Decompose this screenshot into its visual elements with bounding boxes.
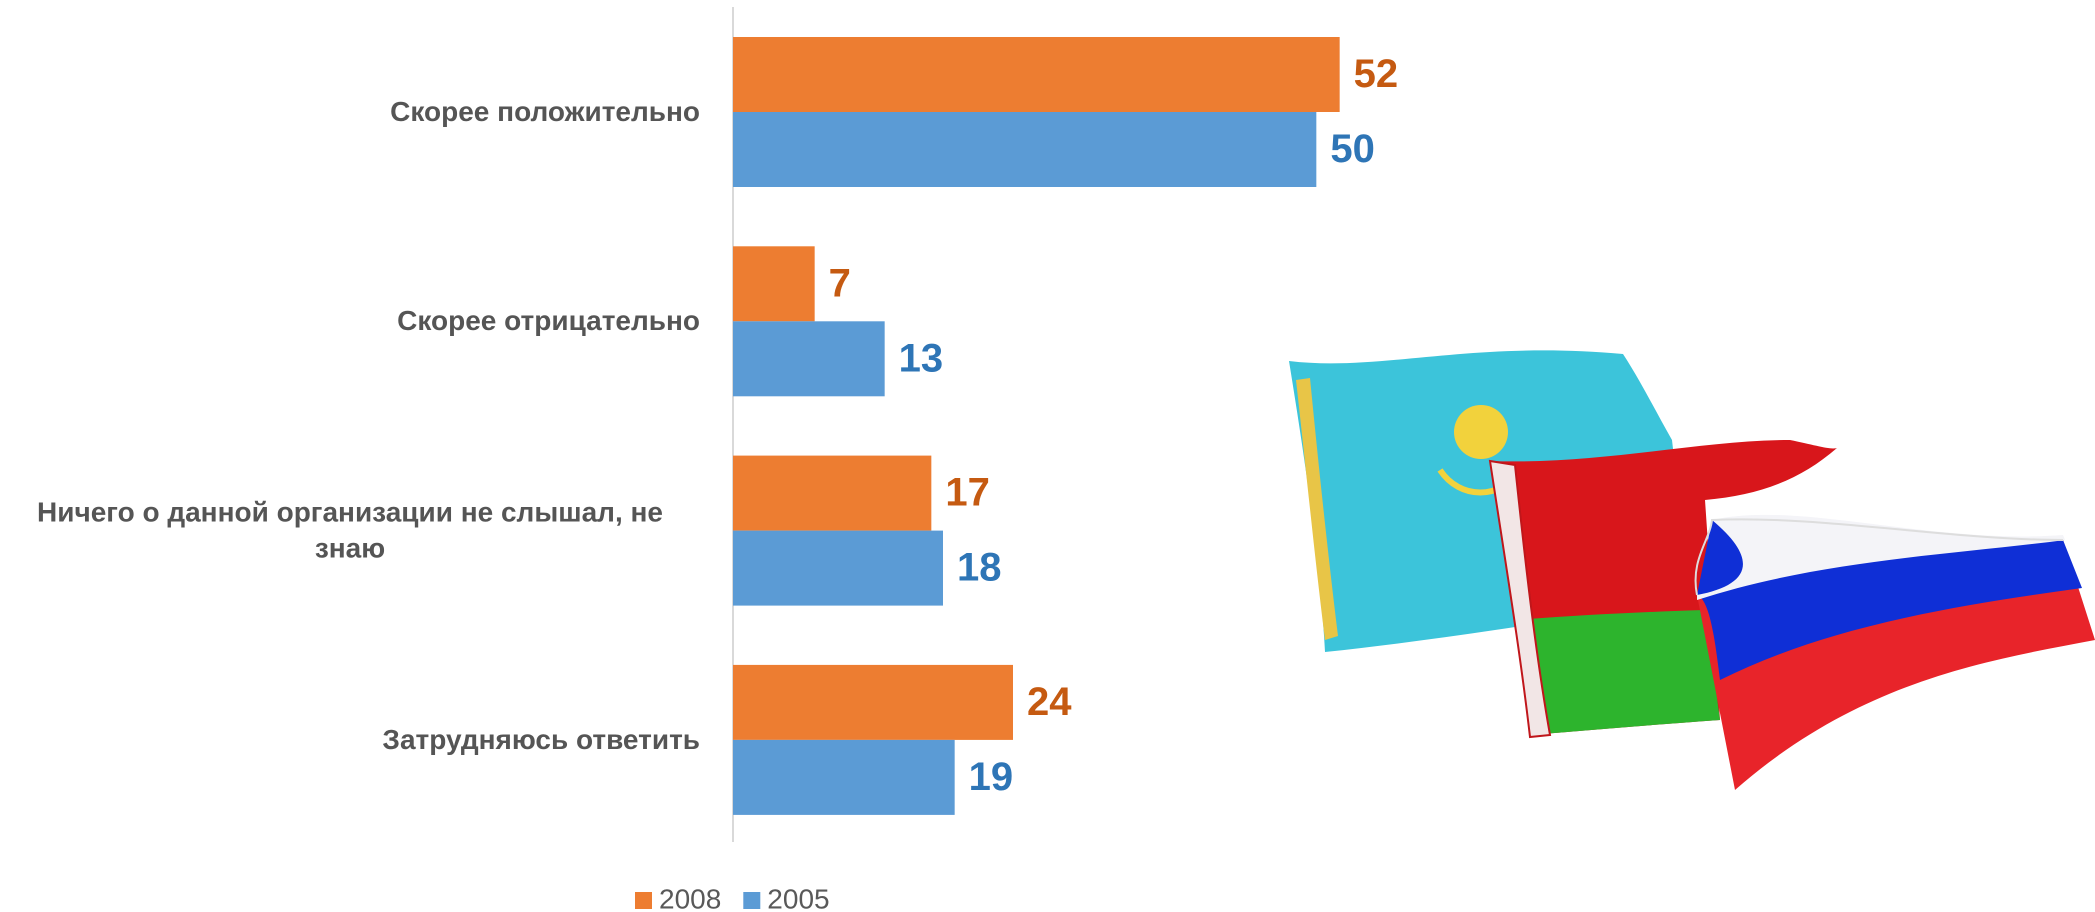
legend-swatch (743, 892, 761, 909)
bar (733, 37, 1340, 112)
data-label: 13 (899, 336, 944, 380)
y-tick-label: Скорее отрицательно (397, 305, 700, 337)
legend-swatch (635, 892, 652, 909)
data-label: 19 (969, 755, 1014, 799)
category-label-box: Скорее положительно (0, 94, 700, 130)
data-label: 17 (945, 471, 990, 515)
data-label: 7 (829, 261, 851, 305)
bar (733, 112, 1317, 187)
flags-illustration (1289, 350, 2095, 790)
flag-ornament (1488, 459, 1552, 739)
y-tick-label: Затрудняюсь ответить (382, 723, 700, 755)
belarus-flag-green (1515, 610, 1720, 735)
flag-sun (1454, 405, 1508, 459)
bar (733, 321, 885, 397)
bar (733, 530, 943, 606)
data-label: 52 (1354, 52, 1399, 96)
data-label: 50 (1330, 127, 1375, 171)
flag-ornament (1296, 378, 1338, 640)
bar (733, 739, 955, 815)
bar (733, 664, 1013, 740)
y-tick-label: Скорее положительно (390, 95, 700, 127)
legend-label: 2008 (659, 883, 721, 912)
category-label-box: Затрудняюсь ответить (0, 722, 700, 758)
y-tick-label: Ничего о данной организации не слышал, н… (37, 496, 663, 564)
category-label-box: Скорее отрицательно (0, 303, 700, 339)
data-label: 18 (957, 546, 1002, 590)
bar (733, 455, 932, 531)
bar (733, 246, 815, 322)
data-label: 24 (1027, 680, 1072, 724)
legend-label: 2005 (767, 883, 829, 912)
flag-outline (1694, 518, 2064, 596)
category-label-box: Ничего о данной организации не слышал, н… (0, 494, 700, 567)
